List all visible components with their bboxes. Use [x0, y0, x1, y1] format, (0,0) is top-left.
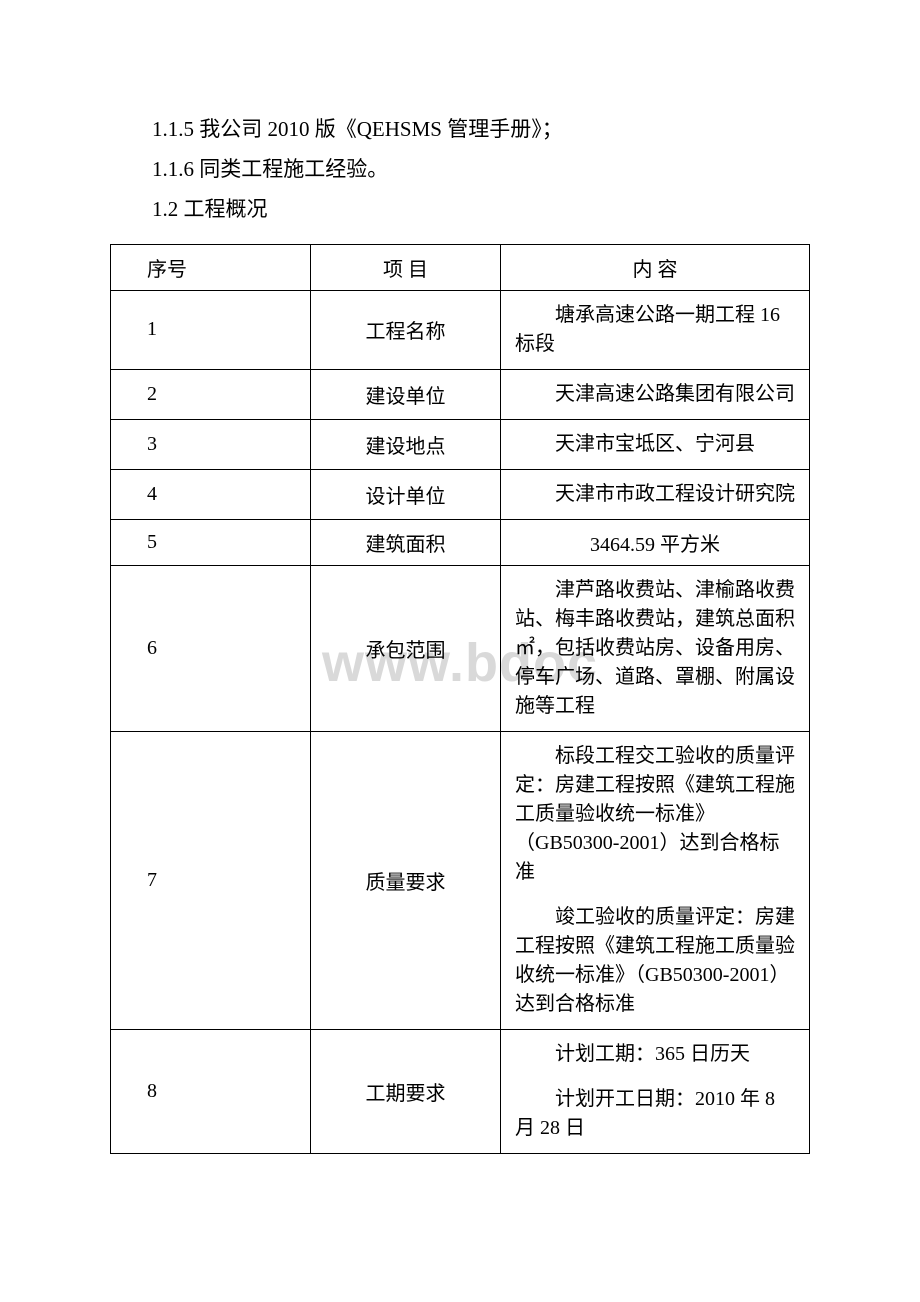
cell-item: 设计单位: [311, 469, 501, 519]
cell-content: 天津高速公路集团有限公司: [501, 369, 810, 419]
content-block: 天津高速公路集团有限公司: [511, 378, 799, 411]
cell-item: 建设地点: [311, 419, 501, 469]
cell-content: 津芦路收费站、津榆路收费站、梅丰路收费站，建筑总面积㎡，包括收费站房、设备用房、…: [501, 565, 810, 731]
cell-seq: 2: [111, 369, 311, 419]
cell-content: 3464.59 平方米: [501, 519, 810, 565]
cell-seq: 8: [111, 1029, 311, 1153]
cell-content: 塘承高速公路一期工程 16 标段: [501, 290, 810, 369]
content-block: 竣工验收的质量评定：房建工程按照《建筑工程施工质量验收统一标准》（GB50300…: [511, 901, 799, 1021]
content-block: 计划工期：365 日历天: [511, 1038, 799, 1071]
cell-item: 工期要求: [311, 1029, 501, 1153]
table-row: 8 工期要求 计划工期：365 日历天 计划开工日期：2010 年 8 月 28…: [111, 1029, 810, 1153]
cell-content: 标段工程交工验收的质量评定：房建工程按照《建筑工程施工质量验收统一标准》（GB5…: [501, 731, 810, 1029]
paragraph-line: 1.1.6 同类工程施工经验。: [110, 150, 810, 190]
cell-content: 天津市宝坻区、宁河县: [501, 419, 810, 469]
cell-item: 质量要求: [311, 731, 501, 1029]
project-overview-table: 序号 项 目 内 容 1 工程名称 塘承高速公路一期工程 16 标段 2 建设单…: [110, 244, 810, 1154]
cell-seq: 3: [111, 419, 311, 469]
cell-item: 工程名称: [311, 290, 501, 369]
cell-seq: 6: [111, 565, 311, 731]
table-row: 1 工程名称 塘承高速公路一期工程 16 标段: [111, 290, 810, 369]
paragraph-line: 1.1.5 我公司 2010 版《QEHSMS 管理手册》；: [110, 110, 810, 150]
content-block: 津芦路收费站、津榆路收费站、梅丰路收费站，建筑总面积㎡，包括收费站房、设备用房、…: [511, 574, 799, 723]
table-row: 7 质量要求 标段工程交工验收的质量评定：房建工程按照《建筑工程施工质量验收统一…: [111, 731, 810, 1029]
cell-content: 计划工期：365 日历天 计划开工日期：2010 年 8 月 28 日: [501, 1029, 810, 1153]
cell-content: 天津市市政工程设计研究院: [501, 469, 810, 519]
table-row: 2 建设单位 天津高速公路集团有限公司: [111, 369, 810, 419]
page-content: 1.1.5 我公司 2010 版《QEHSMS 管理手册》； 1.1.6 同类工…: [110, 110, 810, 1154]
table-row: 4 设计单位 天津市市政工程设计研究院: [111, 469, 810, 519]
header-item: 项 目: [311, 244, 501, 290]
content-block: 计划开工日期：2010 年 8 月 28 日: [511, 1083, 799, 1145]
cell-seq: 7: [111, 731, 311, 1029]
table-row: 5 建筑面积 3464.59 平方米: [111, 519, 810, 565]
project-overview-table-wrap: 序号 项 目 内 容 1 工程名称 塘承高速公路一期工程 16 标段 2 建设单…: [110, 244, 810, 1154]
cell-item: 承包范围: [311, 565, 501, 731]
cell-seq: 5: [111, 519, 311, 565]
content-block: 天津市宝坻区、宁河县: [511, 428, 799, 461]
table-header-row: 序号 项 目 内 容: [111, 244, 810, 290]
table-row: 3 建设地点 天津市宝坻区、宁河县: [111, 419, 810, 469]
header-content: 内 容: [501, 244, 810, 290]
content-block: 天津市市政工程设计研究院: [511, 478, 799, 511]
cell-item: 建设单位: [311, 369, 501, 419]
paragraph-line: 1.2 工程概况: [110, 190, 810, 230]
header-seq: 序号: [111, 244, 311, 290]
cell-seq: 4: [111, 469, 311, 519]
cell-seq: 1: [111, 290, 311, 369]
cell-item: 建筑面积: [311, 519, 501, 565]
content-block: 塘承高速公路一期工程 16 标段: [511, 299, 799, 361]
table-row: 6 承包范围 津芦路收费站、津榆路收费站、梅丰路收费站，建筑总面积㎡，包括收费站…: [111, 565, 810, 731]
content-block: 标段工程交工验收的质量评定：房建工程按照《建筑工程施工质量验收统一标准》（GB5…: [511, 740, 799, 889]
